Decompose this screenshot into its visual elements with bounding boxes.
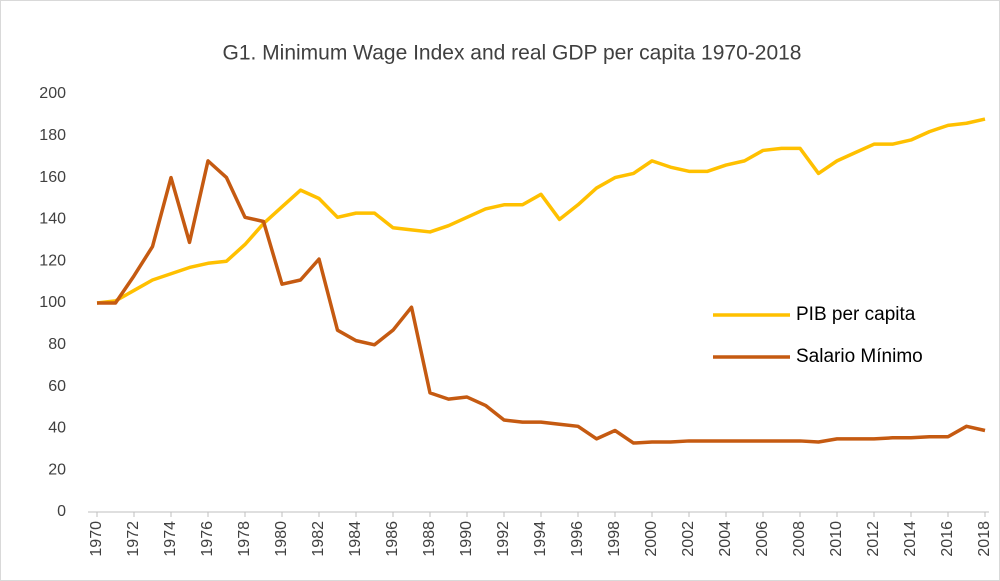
x-tick-label: 1986: [384, 521, 401, 557]
chart-title: G1. Minimum Wage Index and real GDP per …: [223, 42, 802, 65]
x-tick-label: 1970: [88, 521, 105, 557]
y-tick-label: 140: [39, 211, 66, 228]
y-tick-label: 100: [39, 294, 66, 311]
y-tick-label: 80: [48, 336, 66, 353]
x-tick-label: 1994: [532, 521, 549, 557]
x-tick-label: 2016: [939, 521, 956, 557]
series-line: [96, 117, 986, 305]
x-tick-label: 2008: [791, 521, 808, 557]
x-tick-label: 2012: [865, 521, 882, 557]
x-tick-label: 1972: [125, 521, 142, 557]
x-tick-label: 1992: [495, 521, 512, 557]
x-tick-label: 1988: [421, 521, 438, 557]
legend-label: PIB per capita: [796, 304, 916, 325]
x-tick-label: 1984: [347, 521, 364, 557]
y-tick-label: 120: [39, 252, 66, 269]
y-tick-label: 20: [48, 461, 66, 478]
x-tick-label: 1980: [273, 521, 290, 557]
x-tick-label: 2000: [643, 521, 660, 557]
x-tick-label: 2002: [680, 521, 697, 557]
y-tick-label: 40: [48, 420, 66, 437]
series-line: [97, 159, 986, 445]
y-tick-label: 0: [57, 503, 66, 520]
x-tick-label: 1978: [236, 521, 253, 557]
x-tick-label: 2006: [754, 521, 771, 557]
legend-label: Salario Mínimo: [796, 346, 923, 367]
y-tick-label: 60: [48, 378, 66, 395]
y-tick-label: 200: [39, 85, 66, 102]
x-tick-label: 1990: [458, 521, 475, 557]
x-tick-label: 1996: [569, 521, 586, 557]
x-tick-label: 1976: [199, 521, 216, 557]
y-tick-label: 160: [39, 169, 66, 186]
x-tick-label: 2014: [902, 521, 919, 557]
x-tick-label: 1974: [162, 521, 179, 557]
x-tick-label: 2018: [976, 521, 993, 557]
y-tick-label: 180: [39, 127, 66, 144]
x-tick-label: 2004: [717, 521, 734, 557]
x-tick-label: 2010: [828, 521, 845, 557]
x-tick-label: 1982: [310, 521, 327, 557]
x-tick-label: 1998: [606, 521, 623, 557]
